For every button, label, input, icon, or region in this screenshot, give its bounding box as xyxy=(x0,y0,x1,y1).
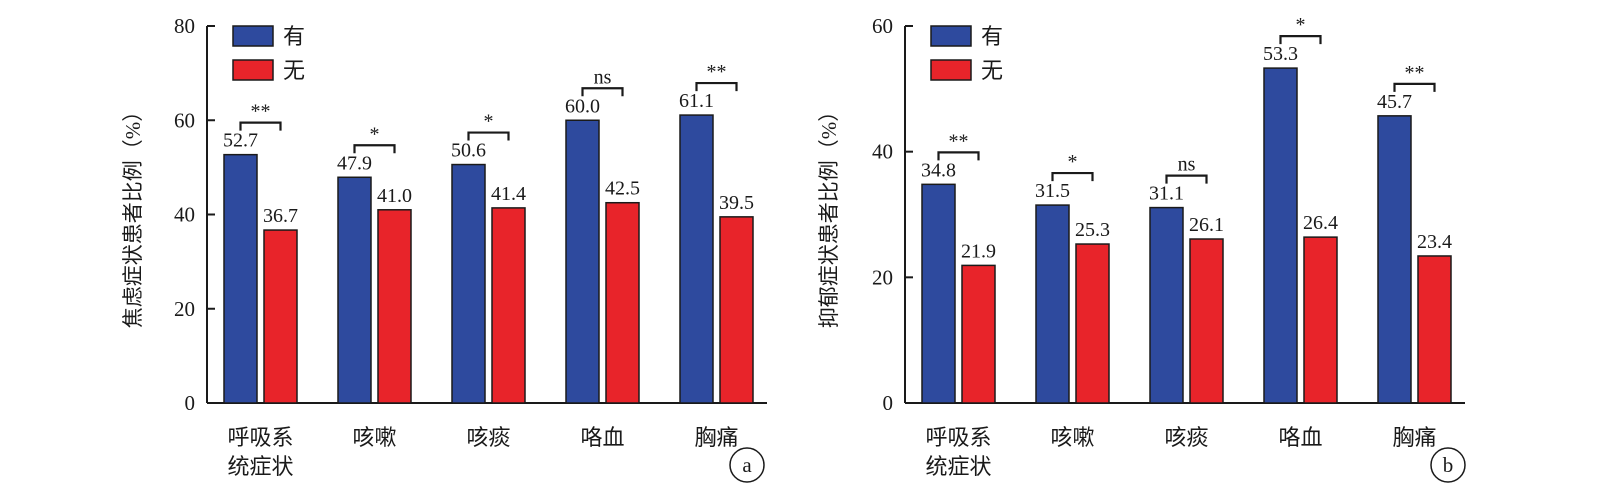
panel-tag-circle xyxy=(729,447,765,483)
significance-label: ** xyxy=(949,130,969,152)
y-tick-label: 20 xyxy=(174,297,195,321)
value-label: 36.7 xyxy=(263,205,298,227)
y-tick-label: 0 xyxy=(883,391,894,415)
y-tick-label: 60 xyxy=(872,14,893,38)
value-label: 21.9 xyxy=(961,240,996,262)
y-tick-label: 0 xyxy=(185,391,196,415)
category-label: 咳痰 xyxy=(1164,425,1208,450)
value-label: 42.5 xyxy=(605,178,640,200)
significance-bracket xyxy=(1279,34,1322,45)
value-label: 34.8 xyxy=(921,159,956,181)
bar-series-wu xyxy=(1303,236,1338,404)
significance-bracket xyxy=(937,151,980,161)
value-label: 50.6 xyxy=(451,140,486,162)
category-label: 呼吸系 xyxy=(925,425,991,450)
value-label: 23.4 xyxy=(1417,231,1452,253)
value-label: 53.3 xyxy=(1263,43,1298,65)
bar-series-you xyxy=(337,176,372,404)
value-label: 31.1 xyxy=(1149,183,1184,205)
category-label: 胸痛 xyxy=(694,425,738,450)
legend-swatch xyxy=(930,59,972,81)
significance-bracket xyxy=(581,87,624,97)
significance-label: ** xyxy=(707,61,727,83)
bar-series-wu xyxy=(961,264,996,404)
value-label: 52.7 xyxy=(223,130,258,152)
value-label: 41.4 xyxy=(491,183,526,205)
legend-swatch xyxy=(232,25,274,47)
significance-bracket xyxy=(353,144,396,154)
category-label: 统症状 xyxy=(227,454,293,479)
significance-bracket xyxy=(239,121,282,131)
legend-label: 无 xyxy=(981,58,1003,83)
value-label: 47.9 xyxy=(337,152,372,174)
value-label: 31.5 xyxy=(1035,180,1070,202)
legend-label: 无 xyxy=(283,58,305,83)
y-tick-label: 40 xyxy=(872,140,893,164)
bar-series-wu xyxy=(719,216,754,404)
significance-label: ns xyxy=(1178,154,1196,176)
panel-tag-label: a xyxy=(742,453,752,477)
bar-series-wu xyxy=(1075,243,1110,404)
value-label: 25.3 xyxy=(1075,219,1110,241)
significance-label: * xyxy=(370,123,380,145)
bar-series-wu xyxy=(263,229,298,404)
significance-label: * xyxy=(484,111,494,133)
value-label: 45.7 xyxy=(1377,91,1412,113)
significance-label: * xyxy=(1068,151,1078,173)
value-label: 41.0 xyxy=(377,185,412,207)
value-label: 26.4 xyxy=(1303,212,1338,234)
significance-bracket xyxy=(467,131,510,141)
bar-series-wu xyxy=(605,201,640,404)
significance-bracket xyxy=(695,81,738,92)
y-tick-label: 40 xyxy=(174,203,195,227)
legend-label: 有 xyxy=(981,24,1003,49)
bar-series-you xyxy=(451,163,486,404)
bar-series-wu xyxy=(377,209,412,404)
bar-series-wu xyxy=(491,207,526,404)
bar-series-you xyxy=(921,183,956,404)
value-label: 39.5 xyxy=(719,192,754,214)
significance-label: ns xyxy=(594,66,612,88)
significance-bracket xyxy=(1393,82,1436,92)
significance-label: ** xyxy=(1405,62,1425,84)
panel-tag-label: b xyxy=(1443,453,1454,477)
category-label: 咳痰 xyxy=(466,425,510,450)
y-tick-label: 60 xyxy=(174,108,195,132)
significance-label: * xyxy=(1296,14,1306,36)
bar-series-wu xyxy=(1189,238,1224,404)
category-label: 咳嗽 xyxy=(1050,425,1094,450)
value-label: 60.0 xyxy=(565,95,600,117)
bar-series-you xyxy=(223,153,258,404)
category-label: 咳嗽 xyxy=(352,425,396,450)
bar-series-you xyxy=(565,119,600,404)
category-label: 呼吸系 xyxy=(227,425,293,450)
legend-swatch xyxy=(930,25,972,47)
significance-bracket xyxy=(1051,171,1094,182)
bar-series-you xyxy=(1035,204,1070,404)
bar-series-wu xyxy=(1417,255,1452,404)
bar-series-you xyxy=(1149,206,1184,404)
category-label: 咯血 xyxy=(1278,425,1322,450)
category-label: 咯血 xyxy=(580,425,624,450)
value-label: 61.1 xyxy=(679,90,714,112)
significance-bracket xyxy=(1165,174,1208,184)
value-label: 26.1 xyxy=(1189,214,1224,236)
category-label: 统症状 xyxy=(925,454,991,479)
bar-series-you xyxy=(1377,115,1412,404)
legend-swatch xyxy=(232,59,274,81)
bar-series-you xyxy=(1263,67,1298,404)
significance-label: ** xyxy=(251,101,271,123)
y-axis-title: 焦虑症状患者比例（%） xyxy=(121,101,145,329)
category-label: 胸痛 xyxy=(1392,425,1436,450)
bar-series-you xyxy=(679,114,714,404)
y-tick-label: 80 xyxy=(174,14,195,38)
y-axis-title: 抑郁症状患者比例（%） xyxy=(817,101,841,329)
legend-label: 有 xyxy=(283,24,305,49)
panel-tag-circle xyxy=(1430,447,1466,483)
y-tick-label: 20 xyxy=(872,265,893,289)
